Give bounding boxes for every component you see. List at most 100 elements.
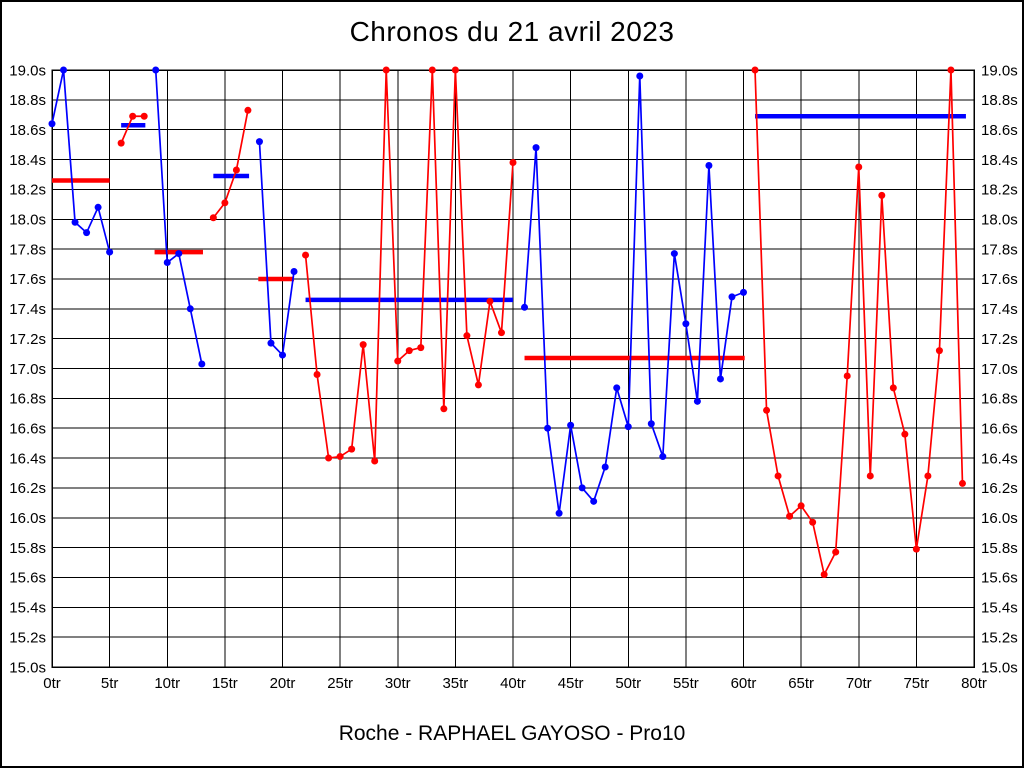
lap-point [140,112,148,120]
lap-point [521,303,529,311]
x-axis-tick-label: 50tr [615,675,641,692]
x-axis-tick-label: 35tr [442,675,468,692]
lap-time-line-stint-1 [51,69,111,253]
x-axis-tick-label: 45tr [558,675,584,692]
lap-point [716,375,724,383]
lap-time-line-stint-5 [258,141,295,356]
lap-point [474,381,482,389]
lap-point [152,66,160,74]
x-axis-tick-label: 75tr [903,675,929,692]
x-axis-tick-label: 25tr [327,675,353,692]
y-axis-tick-label-right: 17.2s [981,331,1018,348]
y-axis-tick-label-right: 15.2s [981,629,1018,646]
lap-point [935,347,943,355]
chart-title: Chronos du 21 avril 2023 [349,16,675,47]
lap-point [832,548,840,556]
x-axis-tick-label: 55tr [673,675,699,692]
lap-point [613,384,621,392]
lap-point [290,267,298,275]
lap-point [924,472,932,480]
lap-point [48,120,56,128]
y-axis-tick-label-left: 18.4s [9,152,46,169]
lap-point [786,512,794,520]
lap-point [590,497,598,505]
lap-point [336,453,344,461]
lap-point [313,370,321,378]
lap-point [763,406,771,414]
lap-point [751,66,759,74]
y-axis-tick-label-left: 17.0s [9,361,46,378]
lap-point [670,250,678,258]
lap-point [198,360,206,368]
lap-point [947,66,955,74]
lap-point [175,250,183,258]
lap-point [624,423,632,431]
lap-point [325,454,333,462]
y-axis-tick-label-right: 18.4s [981,152,1018,169]
lap-point [129,112,137,120]
lap-point [693,397,701,405]
x-axis-tick-label: 70tr [846,675,872,692]
lap-point [889,384,897,392]
y-axis-tick-label-right: 16.0s [981,510,1018,527]
y-axis-tick-label-right: 17.0s [981,361,1018,378]
lap-point [232,166,240,174]
y-axis-tick-label-left: 17.8s [9,241,46,258]
lap-time-line-stint-6 [304,69,514,462]
y-axis-tick-label-left: 17.2s [9,331,46,348]
lap-point [71,218,79,226]
lap-point [486,297,494,305]
lap-time-line-stint-7 [523,75,744,515]
plot-border [51,69,975,668]
lap-point [728,293,736,301]
y-axis-tick-label-left: 17.6s [9,271,46,288]
lap-point [348,445,356,453]
y-axis-tick-label-left: 15.4s [9,600,46,617]
lap-point [774,472,782,480]
lap-point [740,288,747,296]
y-axis-tick-label-left: 15.6s [9,570,46,587]
y-axis-tick-label-right: 15.0s [981,659,1018,676]
lap-point [578,484,586,492]
y-axis-tick-label-left: 16.2s [9,480,46,497]
lap-point [94,203,102,211]
lap-point [601,463,609,471]
lap-point [267,339,275,347]
lap-point [221,199,229,207]
lap-point [958,479,966,487]
lap-point [106,248,114,256]
y-axis-tick-label-right: 16.8s [981,391,1018,408]
y-axis-tick-label-left: 18.0s [9,212,46,229]
y-axis-tick-label-left: 17.4s [9,301,46,318]
lap-point [60,66,68,74]
lap-point [428,66,436,74]
lap-point [209,214,217,222]
lap-point [532,144,540,152]
lap-point [451,66,459,74]
y-axis-tick-label-left: 18.2s [9,182,46,199]
y-axis-tick-label-right: 15.4s [981,600,1018,617]
x-axis-tick-label: 40tr [500,675,526,692]
lap-point [463,332,471,340]
lap-point [682,320,690,328]
lap-point [405,347,413,355]
lap-point [302,251,310,259]
lap-point [555,509,563,517]
lap-time-line-stint-4 [212,110,249,219]
lap-point [866,472,874,480]
y-axis-tick-label-right: 18.0s [981,212,1018,229]
x-axis-tick-label: 20tr [270,675,296,692]
y-axis-tick-label-left: 16.8s [9,391,46,408]
x-axis-tick-label: 30tr [385,675,411,692]
lap-point [371,457,379,465]
x-axis-tick-label: 15tr [212,675,238,692]
x-axis-tick-label: 0tr [43,675,61,692]
driver-session-label: Roche - RAPHAEL GAYOSO - Pro10 [338,722,686,745]
y-axis-tick-label-right: 17.4s [981,301,1018,318]
lap-point [797,502,805,510]
x-axis-tick-label: 60tr [731,675,757,692]
x-axis-tick-label: 10tr [154,675,180,692]
lap-point [417,344,425,352]
